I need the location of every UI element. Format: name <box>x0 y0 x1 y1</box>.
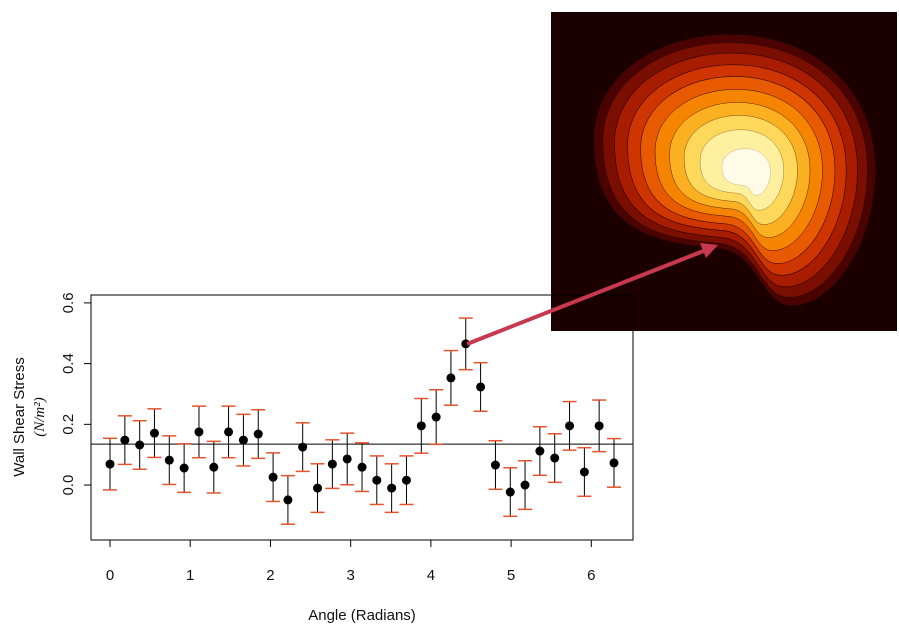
data-point <box>431 412 441 422</box>
data-point <box>342 454 352 464</box>
y-tick-label: 0.4 <box>60 353 77 374</box>
data-point <box>253 429 263 439</box>
data-point <box>416 421 426 431</box>
data-point <box>446 373 456 383</box>
data-point <box>283 495 293 505</box>
x-tick-label: 5 <box>507 567 515 584</box>
data-point <box>490 460 500 470</box>
y-axis-unit: (N/m²) <box>32 397 48 437</box>
data-point <box>387 483 397 493</box>
plot-frame <box>90 294 634 541</box>
data-point <box>594 421 604 431</box>
x-tick-label: 1 <box>186 567 194 584</box>
data-point <box>194 427 204 437</box>
data-point <box>209 462 219 472</box>
data-point <box>105 459 115 469</box>
data-point <box>224 427 234 437</box>
data-point <box>268 472 278 482</box>
y-tick-label: 0.6 <box>60 292 77 313</box>
x-tick-label: 3 <box>346 567 354 584</box>
heatmap-image <box>551 12 897 331</box>
data-point <box>401 475 411 485</box>
y-tick-label: 0.0 <box>60 475 77 496</box>
data-point <box>476 382 486 392</box>
x-axis-label: Angle (Radians) <box>308 607 416 624</box>
data-point <box>550 453 560 463</box>
x-tick-label: 2 <box>266 567 274 584</box>
x-tick-label: 6 <box>587 567 595 584</box>
data-point <box>135 440 145 450</box>
x-tick-label: 0 <box>106 567 114 584</box>
data-point <box>298 442 308 452</box>
y-tick-label: 0.2 <box>60 414 77 435</box>
data-point <box>327 459 337 469</box>
data-point <box>179 463 189 473</box>
callout-arrow <box>466 243 718 346</box>
data-point <box>149 428 159 438</box>
data-point <box>313 483 323 493</box>
data-point <box>505 487 515 497</box>
data-point <box>372 475 382 485</box>
data-point <box>357 462 367 472</box>
x-tick-label: 4 <box>427 567 435 584</box>
y-axis-label: Wall Shear Stress <box>11 357 28 476</box>
data-point <box>520 480 530 490</box>
data-point <box>164 455 174 465</box>
data-point <box>238 435 248 445</box>
data-point <box>565 421 575 431</box>
data-point <box>535 446 545 456</box>
data-point <box>609 458 619 468</box>
plot-area: 0 1 2 3 4 5 6 0.0 0.2 0.4 0.6 <box>60 292 634 584</box>
data-point <box>120 435 130 445</box>
data-point <box>579 467 589 477</box>
